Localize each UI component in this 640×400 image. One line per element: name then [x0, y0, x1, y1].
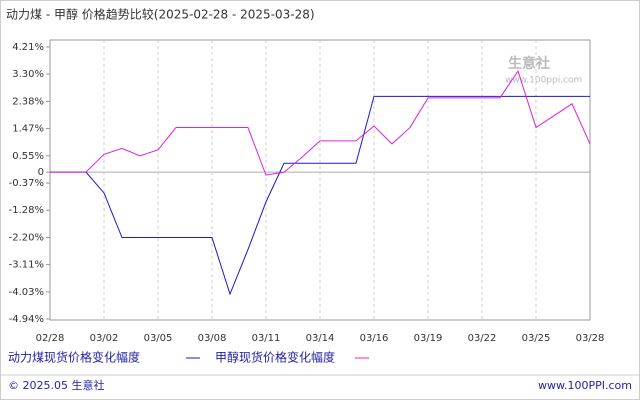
series-line [50, 69, 591, 176]
x-tick-label: 03/08 [198, 333, 227, 344]
y-tick-label: 0 [38, 167, 44, 178]
x-tick-label: 03/11 [252, 333, 281, 344]
y-tick-label: -1.28% [9, 205, 44, 216]
x-tick-label: 03/28 [576, 333, 605, 344]
watermark-name: 生意社 [508, 55, 550, 72]
series-line [50, 95, 590, 296]
y-tick-label: -4.03% [9, 287, 44, 298]
legend-label: 动力煤现货价格变化幅度 [8, 350, 140, 365]
x-tick-label: 03/02 [90, 333, 119, 344]
footer-copyright: © 2025.05 生意社 [8, 378, 104, 392]
y-tick-label: -0.37% [9, 178, 44, 189]
y-tick-label: 1.47% [12, 123, 44, 134]
chart-title: 动力煤 - 甲醇 价格趋势比较(2025-02-28 - 2025-03-28) [6, 7, 315, 22]
y-tick-label: 4.21% [12, 42, 44, 53]
footer-site: www.100PPI.com [538, 379, 632, 392]
legend-label: 甲醇现货价格变化幅度 [215, 350, 335, 365]
x-tick-label: 03/05 [144, 333, 173, 344]
y-tick-label: -3.11% [9, 260, 44, 271]
x-tick-label: 03/14 [306, 333, 335, 344]
watermark-url: www.100ppi.com [505, 76, 582, 86]
y-tick-label: -4.94% [9, 314, 44, 325]
x-tick-label: 03/16 [360, 333, 389, 344]
y-tick-label: 2.38% [12, 96, 44, 107]
y-tick-label: 0.55% [12, 151, 44, 162]
x-tick-label: 03/19 [414, 333, 443, 344]
x-tick-label: 03/25 [522, 333, 551, 344]
x-tick-label: 03/22 [468, 333, 497, 344]
x-tick-label: 02/28 [36, 333, 65, 344]
y-tick-label: -2.20% [9, 233, 44, 244]
y-tick-label: 3.30% [12, 69, 44, 80]
